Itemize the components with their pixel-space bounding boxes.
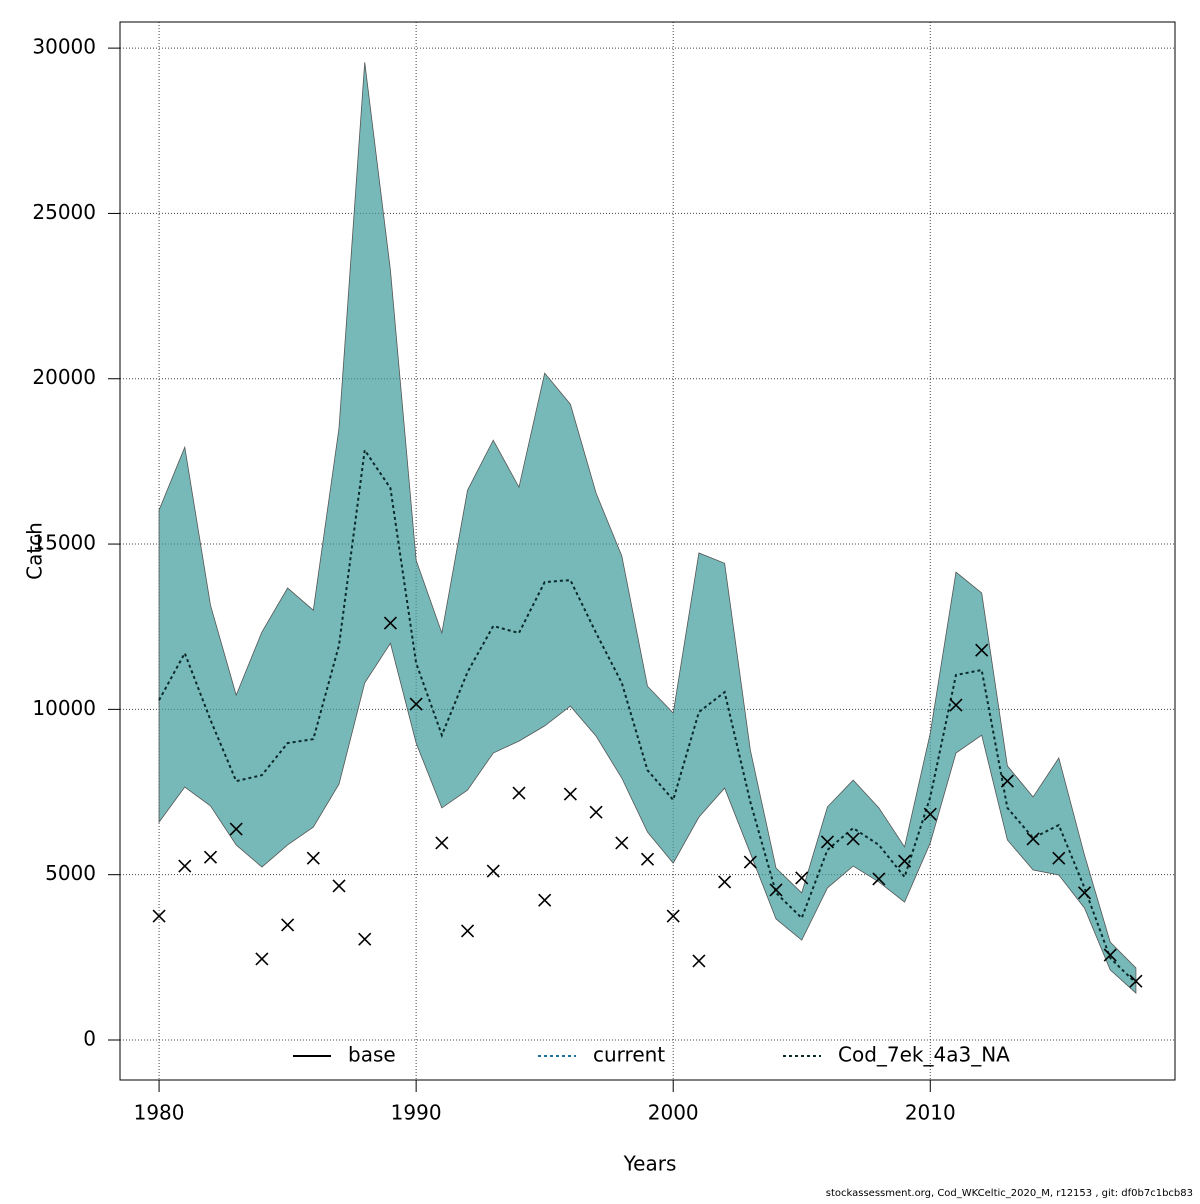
observed-marker	[1077, 886, 1092, 900]
x-axis-label: Years	[623, 1152, 677, 1176]
observed-marker	[538, 893, 552, 907]
observed-marker	[306, 851, 320, 865]
y-tick-label: 10000	[32, 696, 96, 720]
y-tick-label: 15000	[32, 531, 96, 555]
observed-marker	[975, 643, 989, 657]
observed-marker	[486, 864, 500, 878]
y-axis-label: Catch	[23, 522, 47, 580]
observed-marker	[898, 854, 912, 868]
observed-marker	[203, 850, 218, 864]
observed-marker	[640, 852, 655, 866]
observed-marker	[1000, 774, 1014, 788]
observed-marker	[178, 859, 192, 873]
observed-marker	[615, 836, 629, 850]
estimate-line	[158, 447, 1137, 984]
observed-marker	[846, 832, 860, 846]
observed-marker	[281, 918, 295, 932]
observed-marker	[332, 879, 346, 893]
observed-marker	[460, 924, 475, 938]
legend-label: Cod_7ek_4a3_NA	[838, 1043, 1010, 1067]
observed-marker	[795, 871, 809, 885]
observed-marker	[666, 909, 680, 923]
observed-marker	[743, 855, 757, 869]
observed-marker	[949, 698, 963, 712]
footer: stockassessment.org, Cod_WKCeltic_2020_M…	[826, 1188, 1193, 1199]
observed-marker	[589, 805, 603, 819]
confidence-band	[158, 62, 1137, 994]
observed-marker	[563, 787, 577, 801]
x-tick-label: 1980	[134, 1101, 185, 1125]
observed-marker	[923, 807, 937, 821]
x-tick-label: 2000	[648, 1101, 699, 1125]
legend-label: base	[348, 1043, 396, 1067]
plot-frame	[119, 21, 1176, 1081]
observed-marker	[255, 952, 269, 966]
y-tick-label: 30000	[32, 35, 96, 59]
observed-marker	[152, 909, 166, 923]
observed-marker	[1026, 832, 1040, 846]
observed-marker	[435, 836, 449, 850]
observed-marker	[409, 697, 423, 711]
x-tick-label: 1990	[391, 1101, 442, 1125]
y-tick-label: 20000	[32, 365, 96, 389]
observed-marker	[692, 954, 706, 968]
observed-marker	[769, 883, 783, 897]
observed-marker	[229, 822, 243, 836]
observed-marker	[872, 872, 886, 886]
observed-marker	[383, 616, 397, 630]
y-tick-label: 0	[83, 1026, 96, 1050]
observed-marker	[820, 835, 835, 849]
x-tick-label: 2010	[905, 1101, 956, 1125]
legend-label: current	[593, 1043, 665, 1067]
y-tick-label: 5000	[45, 861, 96, 885]
observed-marker	[512, 786, 526, 800]
observed-marker	[1052, 851, 1066, 865]
observed-marker	[358, 932, 372, 946]
observed-marker	[1129, 974, 1143, 988]
y-tick-label: 25000	[32, 200, 96, 224]
observed-marker	[1103, 948, 1117, 962]
observed-marker	[718, 875, 732, 889]
